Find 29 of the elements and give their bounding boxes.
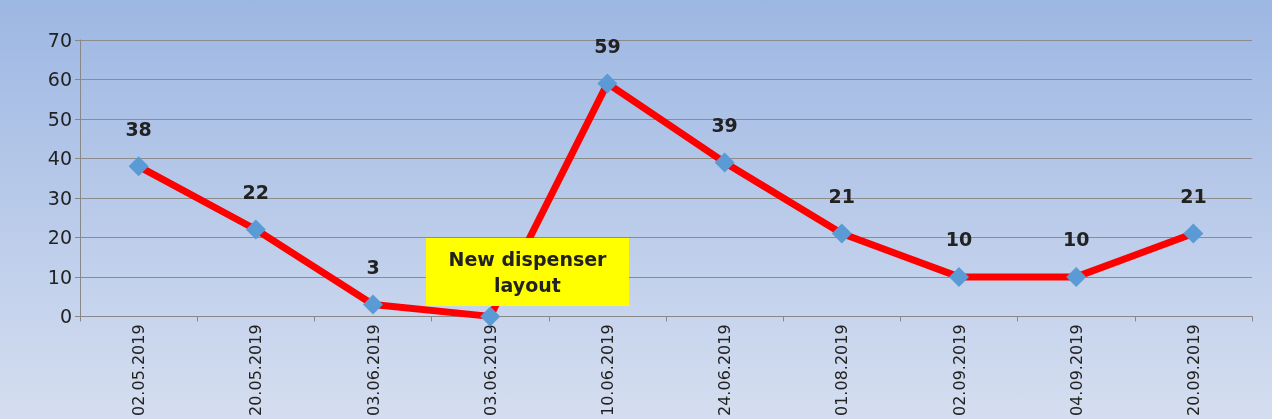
data-label: 21 xyxy=(1180,184,1207,207)
x-tick-label: 03.06.2019 xyxy=(363,324,383,416)
y-tick-label: 50 xyxy=(47,107,72,130)
y-tick-label: 60 xyxy=(47,68,72,91)
x-tick-label: 02.09.2019 xyxy=(949,324,969,416)
x-tick-label: 02.05.2019 xyxy=(129,324,149,416)
x-tick-label: 24.06.2019 xyxy=(715,324,735,416)
x-tick-label: 10.06.2019 xyxy=(597,324,617,416)
x-tick-label: 03.06.2019 xyxy=(480,324,500,416)
y-tick-label: 70 xyxy=(47,29,72,51)
y-tick-label: 20 xyxy=(47,226,72,249)
data-label: 10 xyxy=(1062,228,1090,251)
note-box: New dispenser layout xyxy=(426,238,629,306)
y-tick-label: 30 xyxy=(47,186,72,209)
data-label: 22 xyxy=(242,181,270,204)
data-label: 10 xyxy=(945,228,973,251)
x-tick-label: 20.09.2019 xyxy=(1183,324,1203,416)
y-tick-label: 10 xyxy=(47,265,72,288)
data-label: 21 xyxy=(828,184,856,207)
data-label: 59 xyxy=(594,34,621,57)
y-tick-label: 0 xyxy=(59,305,72,328)
data-label: 39 xyxy=(711,113,738,136)
x-tick-label: 04.09.2019 xyxy=(1066,324,1086,416)
y-tick-label: 40 xyxy=(47,147,72,170)
x-tick-label: 01.08.2019 xyxy=(832,324,852,416)
data-label: 38 xyxy=(125,117,152,140)
x-tick-label: 20.05.2019 xyxy=(246,324,266,416)
annotation: New dispenser layout xyxy=(447,247,608,298)
data-label: 3 xyxy=(366,256,380,279)
